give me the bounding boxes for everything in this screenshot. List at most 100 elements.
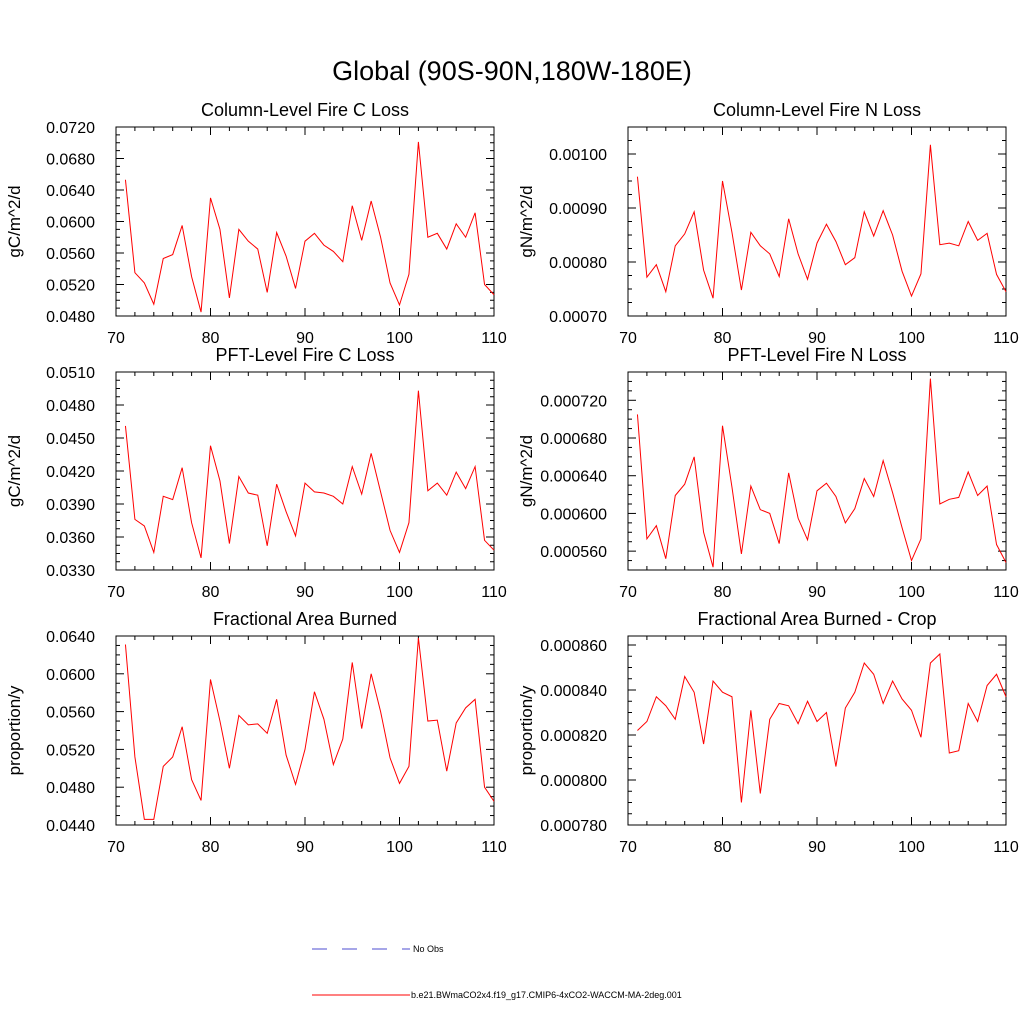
y-axis-label: gC/m^2/d bbox=[5, 435, 24, 507]
plot-frame bbox=[115, 635, 495, 826]
y-tick-label: 0.000680 bbox=[540, 431, 607, 448]
x-tick-label: 90 bbox=[296, 330, 314, 347]
y-tick-label: 0.0560 bbox=[46, 246, 95, 263]
y-tick-label: 0.000800 bbox=[540, 773, 607, 790]
panel-title: PFT-Level Fire C Loss bbox=[215, 345, 394, 365]
x-tick-label: 80 bbox=[714, 330, 732, 347]
x-tick-label: 90 bbox=[808, 330, 826, 347]
y-tick-label: 0.0480 bbox=[46, 309, 95, 326]
y-axis-label: gN/m^2/d bbox=[517, 435, 536, 507]
x-tick-label: 100 bbox=[386, 839, 413, 856]
y-tick-label: 0.000640 bbox=[540, 469, 607, 486]
chart-panel: Fractional Area Burned proportion/y 70 80 90… bbox=[5, 609, 507, 856]
y-tick-label: 0.0480 bbox=[46, 780, 95, 797]
x-tick-label: 80 bbox=[714, 839, 732, 856]
chart-panel: Column-Level Fire C Loss gC/m^2/d 70 80 90 10… bbox=[5, 100, 507, 347]
x-tick-label: 110 bbox=[481, 330, 507, 347]
x-tick-label: 100 bbox=[898, 839, 925, 856]
series-line bbox=[636, 378, 1007, 568]
panel-title: Fractional Area Burned - Crop bbox=[697, 609, 936, 629]
y-tick-label: 0.000860 bbox=[540, 638, 607, 655]
y-tick-label: 0.0680 bbox=[46, 152, 95, 169]
y-tick-label: 0.00070 bbox=[549, 309, 607, 326]
chart-panels: Column-Level Fire C Loss gC/m^2/d 70 80 90 10… bbox=[5, 100, 1019, 856]
x-tick-label: 90 bbox=[808, 584, 826, 601]
y-axis-label: gN/m^2/d bbox=[517, 185, 536, 257]
x-tick-label: 80 bbox=[202, 330, 220, 347]
y-tick-label: 0.0440 bbox=[46, 818, 95, 835]
x-tick-label: 80 bbox=[202, 584, 220, 601]
x-tick-label: 80 bbox=[202, 839, 220, 856]
y-tick-label: 0.000720 bbox=[540, 393, 607, 410]
x-tick-label: 70 bbox=[107, 839, 125, 856]
legend-label-no-obs: No Obs bbox=[413, 944, 444, 954]
x-tick-label: 100 bbox=[898, 330, 925, 347]
y-tick-label: 0.0360 bbox=[46, 530, 95, 547]
y-axis-label: proportion/y bbox=[5, 685, 24, 775]
y-tick-label: 0.0330 bbox=[46, 563, 95, 580]
plot-frame bbox=[627, 635, 1007, 826]
panel-title: Fractional Area Burned bbox=[213, 609, 397, 629]
plot-frame bbox=[115, 371, 495, 571]
legend: No Obs b.e21.BWmaCO2x4.f19_g17.CMIP6-4xC… bbox=[312, 944, 682, 1000]
series-line bbox=[124, 390, 495, 559]
x-tick-label: 90 bbox=[808, 839, 826, 856]
legend-label-model-run: b.e21.BWmaCO2x4.f19_g17.CMIP6-4xCO2-WACC… bbox=[411, 990, 682, 1000]
x-tick-label: 110 bbox=[481, 584, 507, 601]
x-tick-label: 110 bbox=[993, 584, 1019, 601]
chart-panel: PFT-Level Fire C Loss gC/m^2/d 70 80 90 100 11… bbox=[5, 345, 507, 601]
x-tick-label: 70 bbox=[107, 584, 125, 601]
y-tick-label: 0.0640 bbox=[46, 183, 95, 200]
x-tick-label: 110 bbox=[993, 330, 1019, 347]
y-tick-label: 0.0480 bbox=[46, 398, 95, 415]
x-tick-label: 70 bbox=[619, 584, 637, 601]
panel-title: Column-Level Fire N Loss bbox=[713, 100, 921, 120]
panel-title: PFT-Level Fire N Loss bbox=[727, 345, 906, 365]
x-tick-label: 70 bbox=[619, 330, 637, 347]
y-tick-label: 0.0600 bbox=[46, 215, 95, 232]
y-tick-label: 0.0520 bbox=[46, 742, 95, 759]
series-line bbox=[637, 652, 1007, 803]
y-tick-label: 0.00080 bbox=[549, 255, 607, 272]
chart-panel: Column-Level Fire N Loss gN/m^2/d 70 80 90 10… bbox=[517, 100, 1019, 347]
panel-title: Column-Level Fire C Loss bbox=[201, 100, 409, 120]
y-tick-label: 0.000600 bbox=[540, 506, 607, 523]
figure-title: Global (90S-90N,180W-180E) bbox=[332, 56, 692, 86]
chart-panel: PFT-Level Fire N Loss gN/m^2/d 70 80 90 100 11… bbox=[517, 345, 1019, 601]
series-line bbox=[636, 144, 1007, 299]
y-tick-label: 0.0600 bbox=[46, 667, 95, 684]
y-tick-label: 0.00090 bbox=[549, 201, 607, 218]
x-tick-label: 70 bbox=[107, 330, 125, 347]
y-axis-label: proportion/y bbox=[517, 685, 536, 775]
y-tick-label: 0.00100 bbox=[549, 147, 607, 164]
x-tick-label: 110 bbox=[993, 839, 1019, 856]
plot-frame bbox=[115, 126, 495, 317]
y-tick-label: 0.000840 bbox=[540, 683, 607, 700]
y-tick-label: 0.0720 bbox=[46, 120, 95, 137]
x-tick-label: 90 bbox=[296, 584, 314, 601]
plot-frame bbox=[627, 371, 1007, 571]
y-tick-label: 0.0560 bbox=[46, 705, 95, 722]
x-tick-label: 100 bbox=[898, 584, 925, 601]
y-tick-label: 0.0520 bbox=[46, 278, 95, 295]
y-tick-label: 0.0510 bbox=[46, 365, 95, 382]
y-tick-label: 0.0450 bbox=[46, 431, 95, 448]
y-tick-label: 0.000780 bbox=[540, 818, 607, 835]
series-line bbox=[124, 141, 495, 313]
x-tick-label: 100 bbox=[386, 584, 413, 601]
x-tick-label: 70 bbox=[619, 839, 637, 856]
y-tick-label: 0.0640 bbox=[46, 629, 95, 646]
y-tick-label: 0.000820 bbox=[540, 728, 607, 745]
chart-panel: Fractional Area Burned - Crop proportion/… bbox=[517, 609, 1019, 856]
series-line bbox=[124, 637, 495, 820]
y-tick-label: 0.0390 bbox=[46, 497, 95, 514]
y-axis-label: gC/m^2/d bbox=[5, 185, 24, 257]
y-tick-label: 0.0420 bbox=[46, 464, 95, 481]
x-tick-label: 80 bbox=[714, 584, 732, 601]
plot-frame bbox=[627, 126, 1007, 317]
x-tick-label: 100 bbox=[386, 330, 413, 347]
y-tick-label: 0.000560 bbox=[540, 544, 607, 561]
x-tick-label: 110 bbox=[481, 839, 507, 856]
x-tick-label: 90 bbox=[296, 839, 314, 856]
